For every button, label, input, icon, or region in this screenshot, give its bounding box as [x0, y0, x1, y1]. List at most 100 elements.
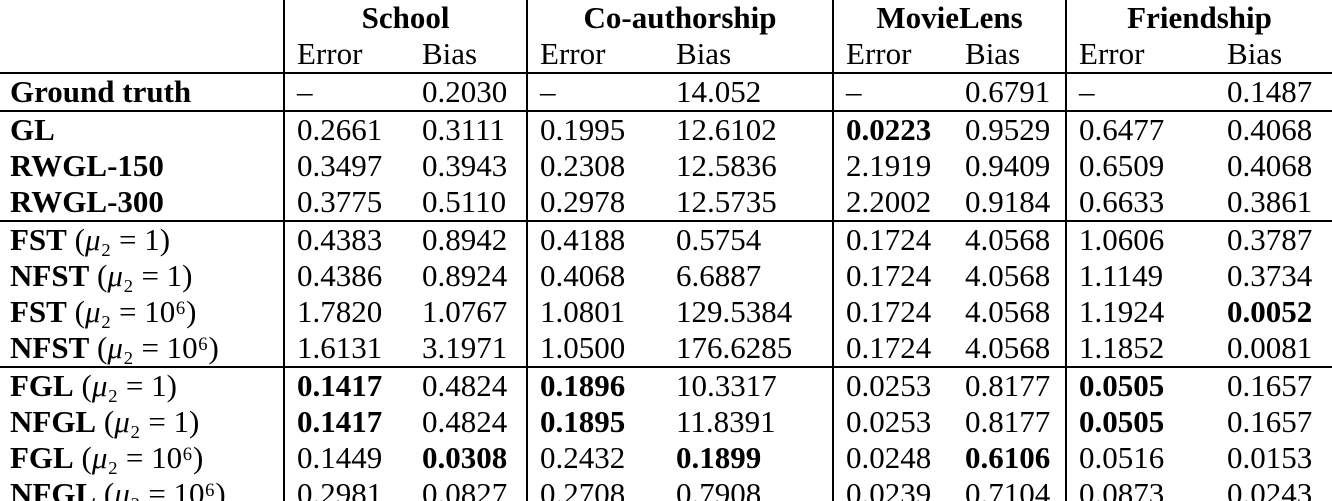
dataset-header-friendship: Friendship: [1065, 0, 1332, 36]
bias-value-cell: 0.3943: [422, 148, 508, 183]
bias-value-cell: 0.0827: [422, 476, 508, 501]
error-value-cell: 0.0223: [832, 110, 964, 148]
col-header-bias: Bias: [965, 36, 1021, 71]
mu-symbol: μ: [114, 404, 130, 439]
bias-value-cell: 0.5754: [674, 220, 834, 258]
bias-value-cell: 129.5384: [676, 294, 793, 329]
bias-value-cell: 0.1657: [1225, 366, 1332, 404]
table-row: NFGL (μ₂ = 1) 0.1417 0.4824 0.1895 11.8391 0.…: [0, 404, 1332, 440]
error-value-cell: 0.2432: [526, 440, 675, 476]
error-value-cell: 1.1852: [1065, 330, 1226, 367]
error-value-cell: –: [526, 72, 675, 111]
table-body: Ground truth –0.2030–14.052–0.6791–0.1487…: [0, 72, 1332, 501]
bias-value-cell: 0.9184: [965, 184, 1051, 219]
table-row: GL 0.2661 0.3111 0.1995 12.6102 0.0223 0.9529 0…: [0, 110, 1332, 148]
bias-value-cell: 0.0052: [1227, 294, 1313, 329]
bias-value-cell: 0.8177: [963, 366, 1067, 404]
error-value-cell: 0.4188: [526, 220, 675, 258]
table-row: RWGL-300 0.3775 0.5110 0.2978 12.5735 2.2002 0…: [0, 184, 1332, 221]
bias-value-cell: 0.8942: [420, 220, 528, 258]
bias-value-cell: 0.9409: [965, 148, 1051, 183]
bias-value-cell: 0.1657: [1227, 404, 1313, 439]
error-value-cell: 0.1724: [832, 258, 964, 294]
bias-value-cell: 0.0243: [1227, 476, 1313, 501]
dataset-header-school: School: [282, 0, 528, 36]
bias-value-cell: 0.4068: [1225, 110, 1332, 148]
bias-value-cell: 0.5110: [422, 184, 507, 219]
bias-value-cell: 14.052: [674, 72, 834, 111]
row-label: NFST (μ₂ = 10⁶): [10, 330, 219, 365]
row-label: FGL (μ₂ = 10⁶): [10, 440, 204, 475]
bias-value-cell: 0.9529: [963, 110, 1067, 148]
bias-value-cell: 0.7908: [676, 476, 762, 501]
table-row: Ground truth –0.2030–14.052–0.6791–0.1487: [0, 72, 1332, 111]
bias-value-cell: 0.7104: [965, 476, 1051, 501]
col-header-error: Error: [283, 36, 420, 73]
error-value-cell: 0.0253: [832, 404, 964, 440]
row-label: FST (μ₂ = 1): [0, 220, 284, 258]
row-label: Ground truth: [0, 72, 284, 111]
mu-symbol: μ: [107, 258, 123, 293]
error-value-cell: 0.3497: [283, 148, 420, 184]
error-value-cell: 0.4068: [526, 258, 675, 294]
row-label: RWGL-300: [10, 184, 164, 219]
bias-value-cell: 0.1487: [1225, 72, 1332, 111]
error-value-cell: 0.1995: [526, 110, 675, 148]
error-value-cell: 0.0239: [832, 476, 964, 501]
mu-symbol: μ: [84, 294, 101, 329]
error-value-cell: 0.4383: [283, 220, 420, 258]
error-value-cell: 1.1924: [1065, 294, 1226, 330]
bias-value-cell: 0.3861: [1227, 184, 1313, 219]
row-label: FST (μ₂ = 10⁶): [10, 294, 197, 329]
table-row: FGL (μ₂ = 1) 0.1417 0.4824 0.1896 10.3317 0.0…: [0, 366, 1332, 404]
error-value-cell: 0.6633: [1065, 184, 1226, 221]
row-label: NFGL (μ₂ = 1): [10, 404, 200, 439]
error-value-cell: 0.0505: [1065, 366, 1226, 404]
row-label: NFGL (μ₂ = 10⁶): [0, 476, 284, 501]
error-value-cell: 1.0500: [526, 330, 675, 367]
metric-header-row: Error Bias Error Bias Error Bias Error B…: [0, 36, 1332, 73]
bias-value-cell: 0.0081: [1227, 330, 1313, 365]
error-value-cell: 0.2661: [283, 110, 420, 148]
bias-value-cell: 0.4068: [1227, 148, 1313, 183]
mu-symbol: μ: [114, 476, 130, 501]
error-value-cell: 0.2978: [526, 184, 675, 221]
error-value-cell: 0.1417: [283, 366, 420, 404]
bias-value-cell: 0.0153: [1227, 440, 1313, 475]
error-value-cell: 0.2308: [526, 148, 675, 184]
error-value-cell: –: [1065, 72, 1226, 111]
row-label: GL: [0, 110, 284, 148]
dataset-header-row: School Co-authorship MovieLens Friendshi…: [0, 0, 1332, 36]
table-row: FGL (μ₂ = 10⁶) 0.1449 0.0308 0.2432 0.1899 0.…: [0, 440, 1332, 476]
error-value-cell: 1.1149: [1065, 258, 1226, 294]
mu-symbol: μ: [84, 222, 101, 257]
bias-value-cell: 12.5735: [676, 184, 777, 219]
bias-value-cell: 0.6791: [963, 72, 1067, 111]
error-value-cell: 0.1417: [283, 404, 420, 440]
mu-symbol: μ: [91, 368, 108, 403]
bias-value-cell: 4.0568: [965, 330, 1051, 365]
error-value-cell: 0.0505: [1065, 404, 1226, 440]
error-value-cell: 1.7820: [283, 294, 420, 330]
mu-symbol: μ: [91, 440, 108, 475]
bias-value-cell: 0.3734: [1227, 258, 1313, 293]
bias-value-cell: 0.8177: [965, 404, 1051, 439]
bias-value-cell: 10.3317: [674, 366, 834, 404]
col-header-bias: Bias: [422, 36, 478, 71]
bias-value-cell: 3.1971: [422, 330, 508, 365]
error-value-cell: 2.2002: [832, 184, 964, 221]
error-value-cell: 0.2708: [526, 476, 675, 501]
error-value-cell: 0.2981: [283, 476, 420, 501]
row-label: RWGL-150: [10, 148, 164, 183]
bias-value-cell: 12.5836: [676, 148, 777, 183]
error-value-cell: 1.0801: [526, 294, 675, 330]
error-value-cell: 0.1896: [526, 366, 675, 404]
bias-value-cell: 0.0308: [422, 440, 508, 475]
table-row: RWGL-150 0.3497 0.3943 0.2308 12.5836 2.1919 0…: [0, 148, 1332, 184]
dataset-header-coauthorship: Co-authorship: [526, 0, 834, 36]
bias-value-cell: 0.4824: [422, 404, 508, 439]
error-value-cell: 0.0248: [832, 440, 964, 476]
row-label: FGL (μ₂ = 1): [0, 366, 284, 404]
